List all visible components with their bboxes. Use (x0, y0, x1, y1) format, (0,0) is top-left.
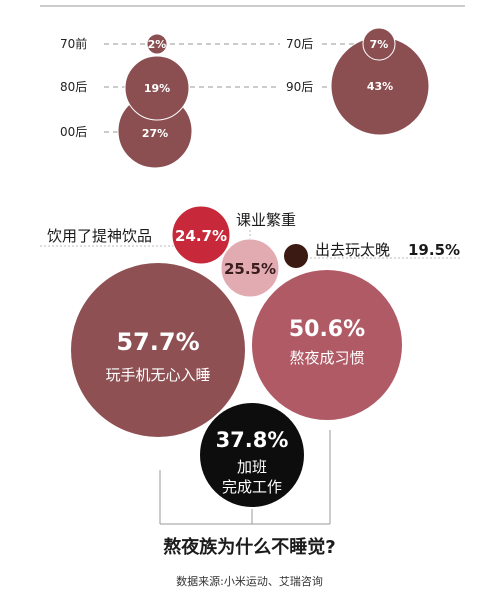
reason-value-phone: 57.7% (116, 328, 199, 356)
reason-value-outplay: 19.5% (408, 241, 460, 259)
reason-value-drinks: 24.7% (175, 227, 227, 245)
reason-label-overtime-line1: 加班 (237, 458, 267, 476)
bubble-overtime (198, 401, 306, 509)
reason-label-homework: 课业繁重 (236, 211, 296, 229)
bubble-homework (220, 238, 280, 298)
bubble-outplay (284, 244, 308, 268)
reason-label-phone: 玩手机无心入睡 (105, 366, 210, 384)
chart-title: 熬夜族为什么不睡觉? (163, 537, 336, 558)
reason-label-drinks: 饮用了提神饮品 (47, 227, 152, 245)
age-label-70qian: 70前 (60, 36, 87, 51)
data-source: 数据来源:小米运动、艾瑞咨询 (176, 575, 323, 588)
age-value-70hou: 7% (370, 38, 389, 51)
reason-label-habit: 熬夜成习惯 (289, 349, 364, 367)
age-label-00hou: 00后 (60, 125, 87, 139)
age-value-70qian: 2% (148, 38, 167, 51)
age-label-80hou: 80后 (60, 80, 87, 94)
age-value-90hou: 43% (367, 80, 393, 93)
age-value-00hou: 27% (142, 127, 168, 140)
age-value-80hou: 19% (144, 82, 170, 95)
reason-value-overtime: 37.8% (216, 428, 289, 452)
bubble-70qian (146, 33, 168, 55)
reason-label-outplay: 出去玩太晚 (315, 241, 390, 259)
reason-value-homework: 25.5% (224, 260, 276, 278)
age-label-90hou: 90后 (286, 80, 313, 94)
age-chart: 70前 80后 00后 70后 90后 2% 19% 27% 7% 43% (60, 27, 430, 169)
bubble-drinks (171, 205, 231, 265)
bubble-70hou (362, 27, 396, 61)
bubble-phone (69, 261, 247, 439)
reason-value-habit: 50.6% (289, 317, 365, 342)
age-label-70hou: 70后 (286, 37, 313, 51)
bubble-habit (250, 268, 404, 422)
reasons-chart: 饮用了提神饮品 24.7% 课业繁重 25.5% 出去玩太晚 19.5% 57.… (40, 205, 460, 525)
reason-label-overtime-line2: 完成工作 (222, 478, 282, 496)
bubble-80hou (124, 55, 190, 121)
